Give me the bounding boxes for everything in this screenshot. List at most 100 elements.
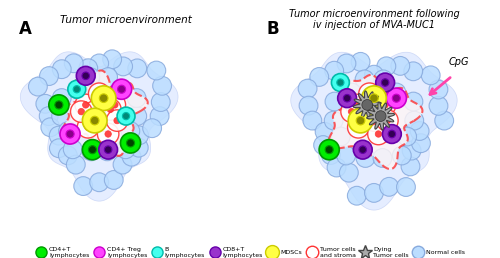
Circle shape — [402, 141, 421, 160]
Circle shape — [370, 94, 378, 102]
Circle shape — [112, 79, 132, 99]
Circle shape — [315, 123, 334, 141]
Circle shape — [111, 80, 130, 99]
Circle shape — [102, 50, 122, 69]
Circle shape — [356, 116, 365, 125]
Circle shape — [355, 70, 374, 89]
Circle shape — [64, 54, 83, 73]
Circle shape — [105, 131, 112, 137]
Circle shape — [364, 65, 384, 84]
Circle shape — [314, 136, 332, 155]
Circle shape — [325, 92, 344, 111]
Circle shape — [382, 79, 389, 86]
Circle shape — [429, 80, 448, 99]
Circle shape — [404, 62, 422, 81]
Circle shape — [396, 178, 415, 196]
Circle shape — [60, 124, 80, 144]
Circle shape — [120, 133, 141, 153]
Circle shape — [122, 147, 141, 166]
Circle shape — [388, 130, 396, 138]
Circle shape — [82, 108, 107, 133]
Circle shape — [324, 111, 343, 130]
Circle shape — [337, 79, 344, 86]
Circle shape — [142, 119, 162, 138]
Circle shape — [358, 83, 380, 104]
Circle shape — [340, 163, 358, 182]
Circle shape — [422, 66, 440, 85]
Circle shape — [298, 79, 317, 98]
Circle shape — [74, 177, 92, 196]
Circle shape — [351, 52, 370, 71]
Circle shape — [58, 146, 77, 165]
Polygon shape — [366, 102, 394, 130]
Circle shape — [78, 108, 84, 115]
Circle shape — [118, 85, 126, 93]
Circle shape — [93, 110, 114, 131]
Circle shape — [90, 173, 108, 192]
Circle shape — [114, 117, 120, 124]
Circle shape — [348, 108, 355, 115]
Circle shape — [152, 93, 170, 111]
Circle shape — [113, 155, 132, 174]
Circle shape — [50, 139, 68, 158]
Circle shape — [387, 83, 406, 102]
Circle shape — [100, 99, 121, 120]
Circle shape — [96, 91, 102, 97]
Circle shape — [344, 94, 351, 102]
Circle shape — [338, 89, 356, 108]
Circle shape — [82, 72, 90, 79]
Circle shape — [36, 94, 54, 113]
Circle shape — [319, 140, 340, 160]
Circle shape — [147, 61, 166, 80]
Circle shape — [325, 61, 344, 80]
Circle shape — [374, 94, 396, 116]
Circle shape — [362, 86, 386, 110]
Circle shape — [66, 155, 85, 174]
Circle shape — [405, 111, 423, 130]
Circle shape — [342, 83, 361, 102]
Circle shape — [122, 112, 130, 120]
Circle shape — [52, 60, 71, 79]
Circle shape — [375, 131, 382, 137]
Circle shape — [370, 117, 377, 124]
Circle shape — [127, 89, 146, 108]
Circle shape — [70, 101, 92, 122]
Circle shape — [116, 140, 135, 159]
Circle shape — [100, 117, 107, 124]
Polygon shape — [20, 52, 178, 201]
Circle shape — [377, 57, 396, 76]
Circle shape — [104, 94, 126, 116]
Circle shape — [332, 127, 350, 146]
Circle shape — [40, 67, 58, 85]
Circle shape — [98, 68, 117, 86]
Circle shape — [98, 123, 119, 145]
Text: B: B — [266, 20, 279, 38]
Polygon shape — [62, 70, 148, 156]
Circle shape — [346, 94, 367, 116]
Circle shape — [66, 130, 74, 138]
Legend: CD4+T
lymphocytes, CD4+ Treg
lymphocytes, B
lymphocytes, CD8+T
lymphocytes, MDSC: CD4+T lymphocytes, CD4+ Treg lymphocytes… — [32, 244, 468, 258]
Circle shape — [299, 96, 318, 115]
Circle shape — [52, 89, 71, 108]
Circle shape — [68, 80, 86, 98]
Circle shape — [88, 83, 110, 104]
Circle shape — [85, 124, 91, 131]
Circle shape — [337, 54, 356, 73]
Circle shape — [348, 108, 373, 133]
Circle shape — [77, 117, 98, 138]
Circle shape — [353, 102, 360, 108]
Circle shape — [121, 122, 140, 141]
Circle shape — [384, 117, 390, 124]
Circle shape — [355, 124, 362, 131]
Circle shape — [126, 139, 134, 147]
Circle shape — [327, 158, 346, 177]
Circle shape — [376, 111, 386, 122]
Circle shape — [49, 95, 69, 115]
Circle shape — [128, 107, 146, 125]
Circle shape — [117, 107, 135, 125]
Polygon shape — [354, 91, 381, 119]
Circle shape — [348, 186, 366, 205]
Circle shape — [398, 127, 416, 146]
Circle shape — [82, 102, 89, 108]
Circle shape — [356, 149, 375, 167]
